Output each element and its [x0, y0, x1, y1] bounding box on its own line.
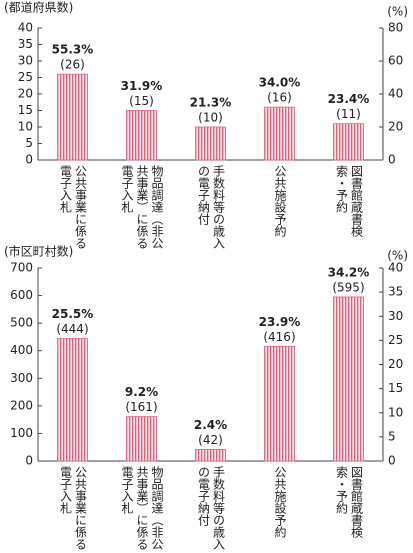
- value-label: (416): [263, 330, 295, 344]
- y-tick-label: 600: [10, 288, 33, 302]
- y2-tick-label: 20: [388, 357, 403, 371]
- x-tick-label-box: 図書館蔵書検索・予約: [317, 466, 381, 553]
- y2-tick-label: 40: [388, 87, 403, 101]
- x-tick-label: 物品調達（非公共事業）に係る電子入札: [120, 165, 164, 249]
- bar: [126, 416, 157, 462]
- x-tick-label-wrap: 手数料等の歳入の電子納付: [179, 165, 243, 253]
- x-tick-label: 公共事業に係る電子入札: [58, 466, 88, 550]
- x-tick-label-wrap: 公共施設予約: [248, 165, 312, 253]
- y2-tick-label: 15: [388, 381, 403, 395]
- value-label: (15): [129, 94, 154, 108]
- value-label: (42): [198, 433, 223, 447]
- x-tick-label-wrap: 公共事業に係る電子入札: [41, 165, 105, 253]
- y2-tick-label: 20: [388, 120, 403, 134]
- y2-tick-label: 25: [388, 333, 403, 347]
- value-label: (11): [336, 107, 361, 121]
- x-tick-label: 図書館蔵書検索・予約: [334, 165, 364, 237]
- x-tick-label-box: 公共事業に係る電子入札: [41, 466, 105, 553]
- y-tick-label: 300: [10, 371, 33, 385]
- y-tick-label: 0: [25, 454, 33, 468]
- bar: [333, 296, 364, 462]
- bar: [195, 126, 226, 161]
- x-tick-label: 公共事業に係る電子入札: [58, 165, 88, 249]
- x-tick-label-wrap: 物品調達（非公共事業）に係る電子入札: [110, 165, 174, 253]
- y2-axis-label: (%): [387, 249, 408, 263]
- value-label: (161): [125, 400, 157, 414]
- percent-label: 31.9%: [121, 79, 163, 93]
- x-tick-label-wrap: 図書館蔵書検索・予約: [317, 466, 381, 553]
- y-axis-label: (都道府県数): [4, 0, 73, 15]
- y2-tick-label: 35: [388, 285, 403, 299]
- y-tick-label: 100: [10, 426, 33, 440]
- bar: [57, 338, 88, 462]
- bar: [126, 110, 157, 161]
- x-tick-label: 公共施設予約: [273, 165, 287, 237]
- y2-tick-label: 40: [388, 261, 403, 275]
- x-tick-label-box: 物品調達（非公共事業）に係る電子入札: [110, 466, 174, 553]
- y-tick-label: 10: [18, 120, 33, 134]
- x-tick-label-wrap: 手数料等の歳入の電子納付: [179, 466, 243, 553]
- percent-label: 34.2%: [328, 265, 370, 279]
- y2-tick-label: 60: [388, 54, 403, 68]
- x-tick-label: 図書館蔵書検索・予約: [334, 466, 364, 538]
- y2-tick-label: 30: [388, 309, 403, 323]
- x-tick-label-wrap: 物品調達（非公共事業）に係る電子入札: [110, 466, 174, 553]
- value-label: (26): [60, 58, 85, 72]
- x-tick-label-wrap: 図書館蔵書検索・予約: [317, 165, 381, 253]
- y2-tick-label: 0: [388, 153, 396, 167]
- x-tick-label-wrap: 公共施設予約: [248, 466, 312, 553]
- x-tick-label: 手数料等の歳入の電子納付: [196, 165, 226, 249]
- x-tick-label-box: 手数料等の歳入の電子納付: [179, 466, 243, 553]
- value-label: (444): [56, 322, 88, 336]
- y-axis-label: (市区町村数): [4, 244, 73, 259]
- y-tick-label: 40: [18, 21, 33, 35]
- y2-tick-label: 0: [388, 454, 396, 468]
- percent-label: 34.0%: [259, 76, 301, 90]
- percent-label: 21.3%: [190, 96, 232, 110]
- y-tick-label: 200: [10, 398, 33, 412]
- percent-label: 25.5%: [52, 307, 94, 321]
- y2-tick-label: 10: [388, 405, 403, 419]
- y-tick-label: 15: [18, 103, 33, 117]
- x-tick-label-box: 手数料等の歳入の電子納付: [179, 165, 243, 253]
- x-tick-label-box: 公共施設予約: [248, 466, 312, 553]
- y2-axis-label: (%): [387, 5, 408, 19]
- y-tick-label: 400: [10, 343, 33, 357]
- x-tick-label-box: 物品調達（非公共事業）に係る電子入札: [110, 165, 174, 253]
- x-tick-label: 公共施設予約: [273, 466, 287, 538]
- y-tick-label: 500: [10, 316, 33, 330]
- percent-label: 23.9%: [259, 315, 301, 329]
- percent-label: 55.3%: [52, 43, 94, 57]
- percent-label: 23.4%: [328, 92, 370, 106]
- bar: [264, 345, 295, 462]
- x-tick-label: 手数料等の歳入の電子納付: [196, 466, 226, 550]
- bar: [57, 73, 88, 161]
- y-tick-label: 0: [25, 153, 33, 167]
- x-tick-label-box: 公共事業に係る電子入札: [41, 165, 105, 253]
- bar: [264, 106, 295, 161]
- x-tick-label-box: 公共施設予約: [248, 165, 312, 253]
- y-tick-label: 20: [18, 87, 33, 101]
- percent-label: 2.4%: [194, 418, 227, 432]
- bar: [195, 449, 226, 462]
- percent-label: 9.2%: [125, 385, 158, 399]
- y-tick-label: 30: [18, 54, 33, 68]
- x-tick-label: 物品調達（非公共事業）に係る電子入札: [120, 466, 164, 550]
- y-tick-label: 5: [25, 136, 33, 150]
- y2-tick-label: 5: [388, 429, 396, 443]
- y-tick-label: 25: [18, 70, 33, 84]
- value-label: (10): [198, 111, 223, 125]
- value-label: (16): [267, 91, 292, 105]
- x-tick-label-wrap: 公共事業に係る電子入札: [41, 466, 105, 553]
- bar: [333, 123, 364, 161]
- y2-tick-label: 80: [388, 21, 403, 35]
- y-tick-label: 700: [10, 261, 33, 275]
- value-label: (595): [332, 280, 364, 294]
- y-tick-label: 35: [18, 37, 33, 51]
- x-tick-label-box: 図書館蔵書検索・予約: [317, 165, 381, 253]
